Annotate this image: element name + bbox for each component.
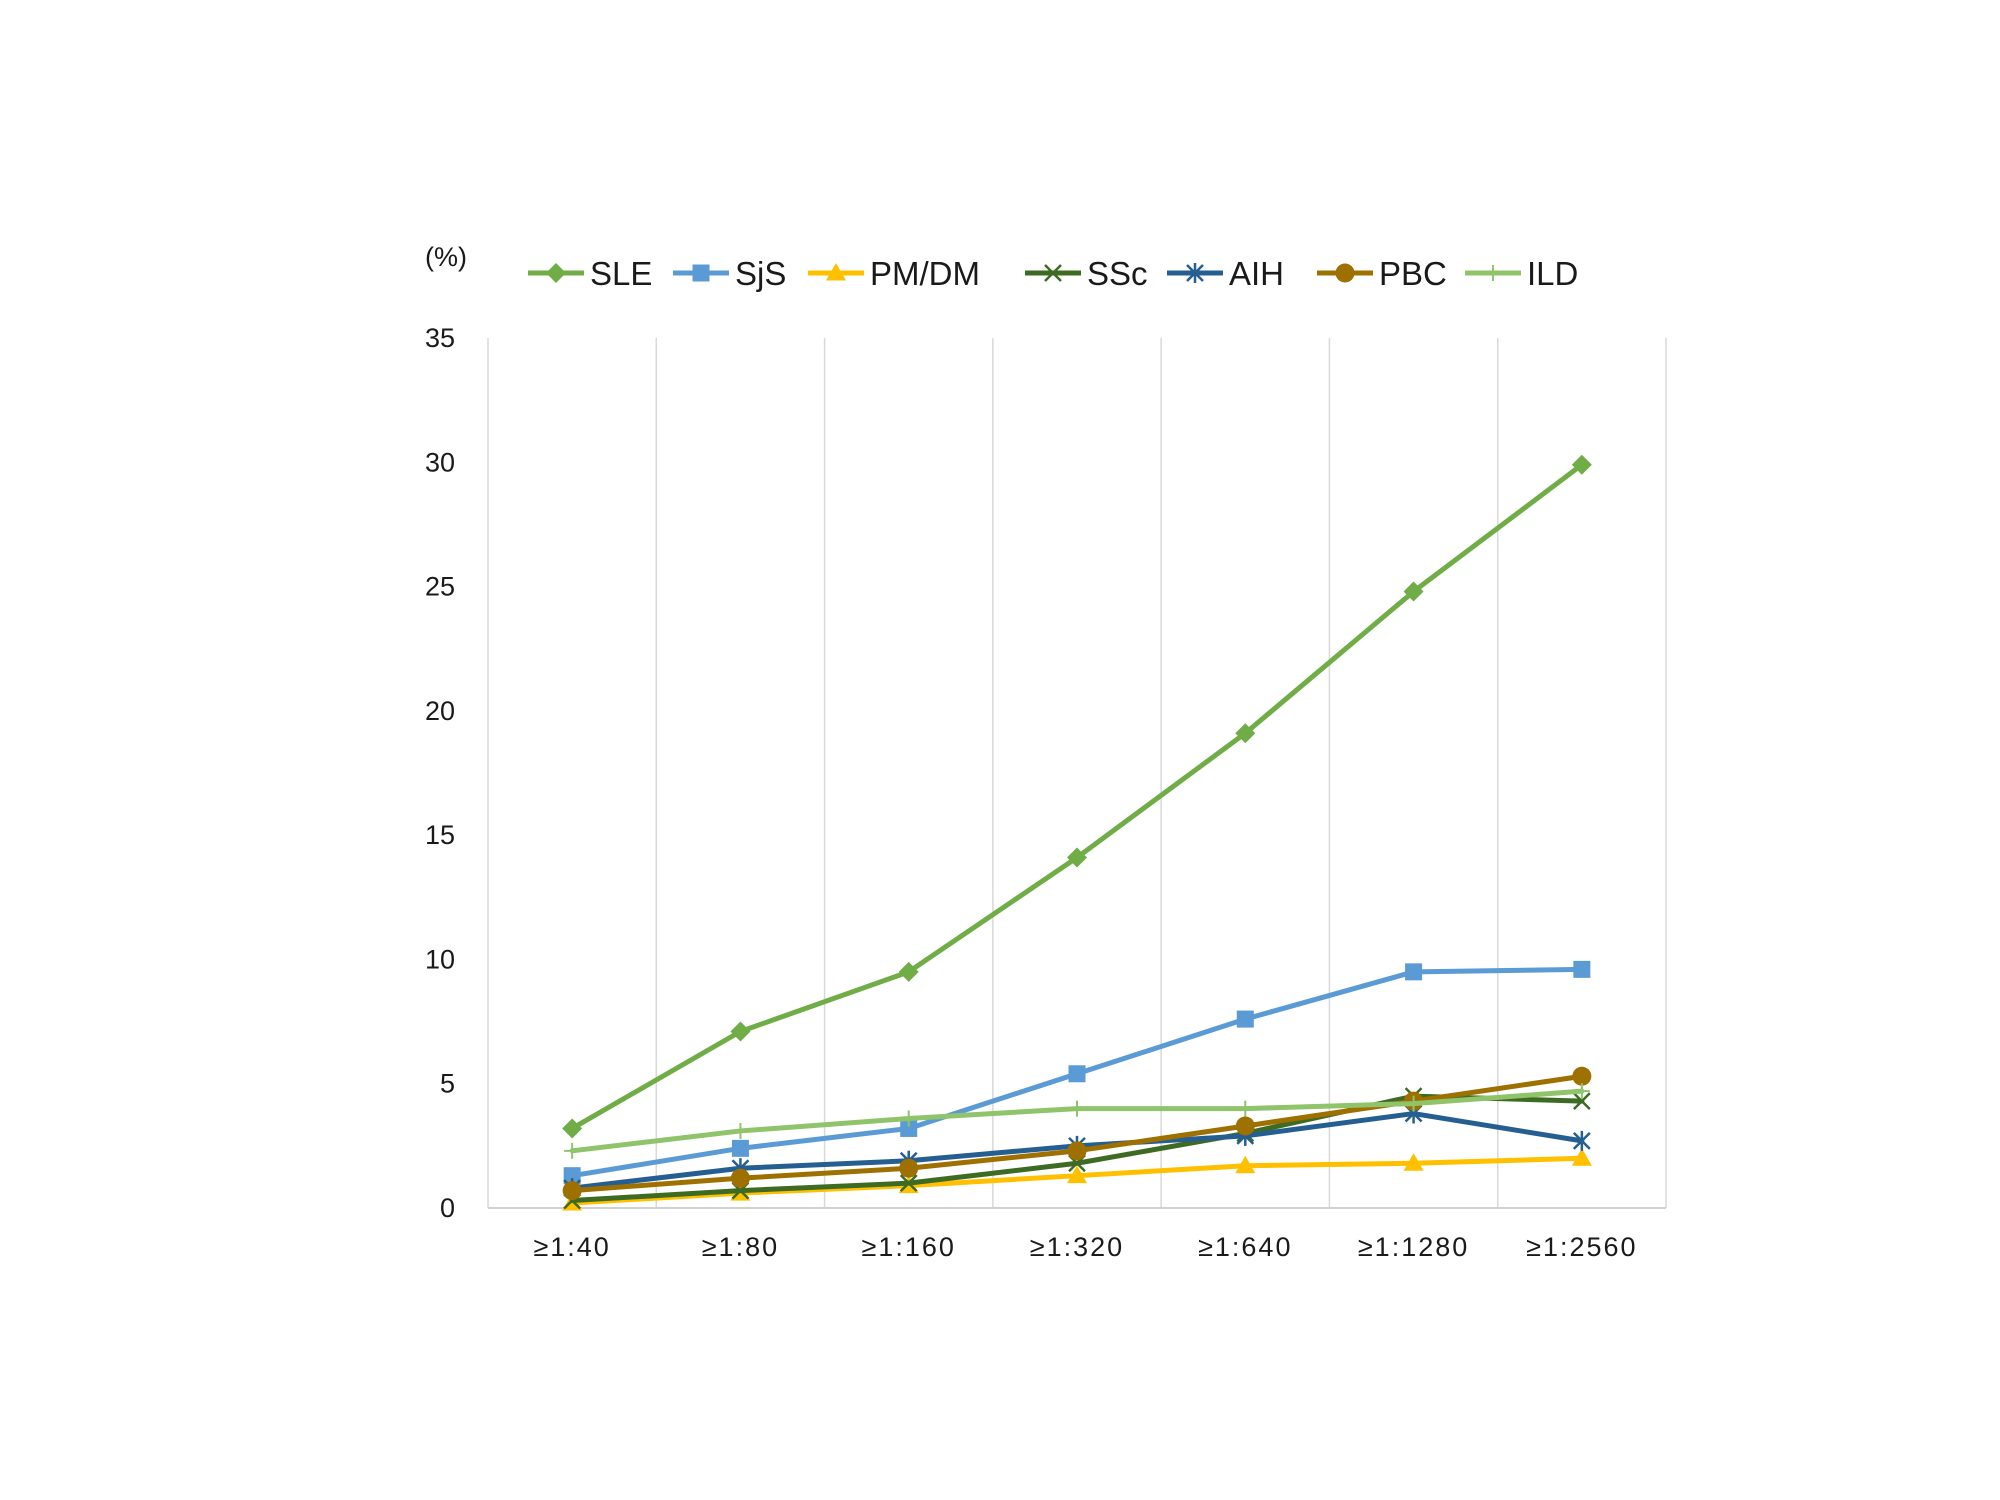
y-tick-label: 15 <box>425 820 455 850</box>
y-tick-label: 5 <box>440 1069 455 1099</box>
data-point <box>900 1110 917 1127</box>
legend-label: SLE <box>590 255 652 292</box>
legend-swatch-marker <box>1044 264 1062 282</box>
legend-entry: SLE <box>528 255 652 292</box>
x-tick-label: ≥1:160 <box>862 1232 956 1262</box>
x-axis-ticks: ≥1:40 ≥1:80 ≥1:160 ≥1:320 ≥1:640 ≥1:1280 ≥1:25… <box>533 1232 1637 1262</box>
y-tick-label: 20 <box>425 696 455 726</box>
data-point <box>900 1119 918 1137</box>
data-point <box>562 1118 583 1139</box>
data-point <box>899 1174 918 1193</box>
data-point <box>1572 1066 1592 1086</box>
data-point <box>563 1167 581 1185</box>
x-tick-label: ≥1:1280 <box>1358 1232 1469 1262</box>
data-point <box>1067 1141 1087 1161</box>
series-ild <box>564 1083 1590 1159</box>
data-point <box>1572 1130 1591 1151</box>
legend-entry: PM/DM <box>808 255 980 292</box>
data-point <box>1573 960 1591 978</box>
data-point <box>1235 723 1256 744</box>
data-point <box>562 1181 582 1201</box>
data-point <box>1068 1065 1086 1083</box>
data-point <box>731 1139 749 1157</box>
data-point <box>1405 1095 1422 1112</box>
legend-label: PM/DM <box>870 255 980 292</box>
data-point <box>1403 581 1424 602</box>
x-tick-label: ≥1:640 <box>1198 1232 1292 1262</box>
data-point <box>899 1158 919 1178</box>
data-point <box>1067 1165 1087 1184</box>
x-tick-label: ≥1:2560 <box>1526 1232 1637 1262</box>
x-tick-label: ≥1:40 <box>533 1232 610 1262</box>
data-point <box>1067 847 1087 868</box>
legend-label: ILD <box>1527 255 1578 292</box>
y-tick-label: 25 <box>425 572 455 602</box>
data-point <box>1572 1092 1591 1110</box>
legend-label: SSc <box>1087 255 1148 292</box>
vertical-gridlines <box>487 338 1667 1208</box>
y-tick-label: 30 <box>425 447 455 477</box>
legend-label: AIH <box>1229 255 1284 292</box>
y-tick-label: 0 <box>440 1193 455 1223</box>
legend-swatch-marker <box>1186 263 1204 283</box>
data-point <box>730 1021 751 1042</box>
data-point <box>1236 1010 1254 1028</box>
series-sle <box>562 454 1592 1139</box>
legend-swatch-marker <box>826 263 846 281</box>
legend-entry: SjS <box>673 255 786 292</box>
y-axis-unit-label: (%) <box>425 242 467 272</box>
data-point <box>898 961 919 982</box>
x-tick-label: ≥1:80 <box>702 1232 779 1262</box>
legend-label: PBC <box>1379 255 1447 292</box>
data-point <box>1571 454 1592 475</box>
legend: SLE SjS PM/DM SSc AIH PBC ILD <box>528 255 1578 292</box>
data-point <box>564 1142 581 1159</box>
y-axis-ticks: 0 5 10 15 20 25 30 35 <box>425 323 455 1223</box>
series-layer <box>562 454 1592 1211</box>
series-line <box>569 462 1585 1131</box>
legend-swatch-marker <box>1485 265 1501 281</box>
data-point <box>1237 1100 1254 1117</box>
legend-entry: PBC <box>1317 255 1447 292</box>
legend-swatch-marker <box>692 264 710 282</box>
legend-entry: AIH <box>1167 255 1284 292</box>
legend-label: SjS <box>735 255 786 292</box>
x-tick-label: ≥1:320 <box>1030 1232 1124 1262</box>
data-point <box>730 1168 750 1188</box>
data-point <box>1405 963 1423 981</box>
data-point <box>1573 1083 1590 1100</box>
data-point <box>1235 1155 1256 1174</box>
y-tick-label: 10 <box>425 944 455 974</box>
series-sjs <box>563 960 1591 1185</box>
data-point <box>1235 1116 1255 1136</box>
legend-entry: ILD <box>1465 255 1578 292</box>
legend-swatch-marker <box>546 263 566 283</box>
data-point <box>732 1122 749 1139</box>
data-point <box>1403 1153 1424 1171</box>
legend-swatch-marker <box>1335 263 1355 283</box>
legend-entry: SSc <box>1025 255 1148 292</box>
y-tick-label: 35 <box>425 323 455 353</box>
data-point <box>1571 1148 1592 1166</box>
data-point <box>1069 1100 1085 1117</box>
